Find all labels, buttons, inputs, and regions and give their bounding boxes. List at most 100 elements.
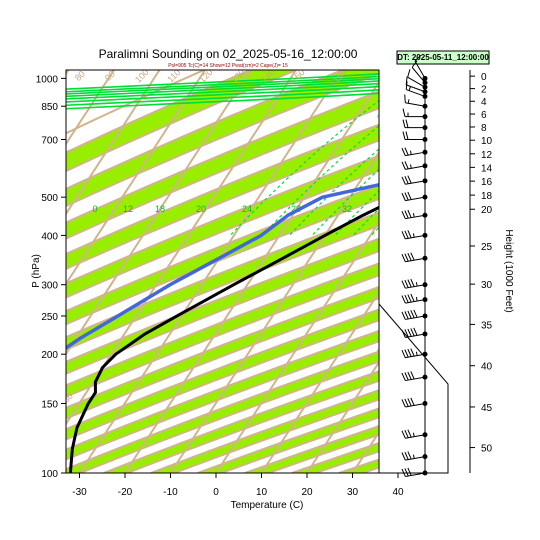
height-tick-label: 0 [481, 72, 487, 83]
isotherm-label: 0 [92, 204, 97, 214]
isotherm-line [169, 150, 379, 473]
wind-barb-staff [411, 67, 426, 84]
wind-barb-flag [405, 119, 409, 128]
isotherm-label: 18 [155, 204, 165, 214]
wind-barb-flag [401, 452, 406, 461]
dry-adiabat-line [66, 154, 379, 285]
wind-barb-flag [401, 161, 406, 170]
wind-barb-flag [407, 175, 412, 184]
wind-barb-half-flag [412, 233, 415, 238]
adiabat-label: 30 [61, 391, 75, 405]
temperature-line [68, 205, 379, 473]
wind-barb-flag [413, 309, 418, 318]
wind-barb-flag [401, 295, 406, 304]
height-tick-label: 35 [481, 320, 493, 331]
height-tick-label: 18 [481, 191, 493, 202]
y-tick-label: 700 [41, 135, 58, 146]
wind-barb-staff [405, 403, 426, 408]
dry-adiabat-line [66, 262, 379, 387]
wind-barb-flag [407, 279, 412, 288]
wind-barb-flag [407, 348, 412, 357]
adiabat-band [386, 68, 540, 473]
wind-barb-staff [405, 472, 426, 477]
height-axis-label: Height (1000 Feet) [503, 229, 514, 312]
adiabat-label: 90 [103, 69, 117, 83]
wind-barb-flag [404, 230, 409, 239]
dry-adiabat-line [66, 70, 346, 190]
wind-barb-staff [405, 315, 426, 320]
moist-adiabat-line [66, 82, 379, 100]
wind-barb-staff [406, 84, 426, 93]
wind-barb-flag [404, 451, 409, 460]
dry-adiabat-line [66, 123, 379, 256]
y-tick-label: 300 [41, 281, 58, 292]
wind-barb-staff [405, 257, 426, 263]
height-tick-label: 50 [481, 444, 493, 455]
y-tick-label: 100 [41, 469, 58, 480]
wind-barb-half-flag [412, 213, 415, 218]
y-tick-label: 250 [41, 312, 58, 323]
isotherm-line [306, 360, 379, 473]
wind-barb-flag [407, 191, 412, 200]
wind-barb-flag [404, 372, 409, 381]
wind-barb-flag [410, 293, 415, 302]
wind-barb-flag [410, 252, 415, 261]
chart-title: Paralimni Sounding on 02_2025-05-16_12:0… [99, 47, 358, 61]
height-tick-label: 25 [481, 242, 493, 253]
wind-barb-flag [410, 397, 415, 406]
isotherm-line [66, 70, 252, 356]
adiabat-label: 80 [73, 69, 87, 83]
wind-barb-flag [404, 147, 409, 156]
wind-barb-flag [401, 329, 406, 338]
height-axis: 0 24 6 8 10 12 14 16 18 20 25 30 35 40 45 50 [470, 72, 493, 455]
dry-adiabat-line [66, 107, 379, 240]
wind-barb-flag [410, 348, 415, 357]
dry-adiabat-line [386, 68, 540, 473]
wind-barb-flag [401, 176, 406, 185]
x-axis-label: Temperature (C) [231, 500, 304, 511]
adiabat-label: 10 [375, 211, 389, 225]
x-tick-label: 20 [301, 487, 313, 498]
wind-barb-staff [405, 102, 426, 107]
wind-barb-flag [401, 430, 406, 439]
wind-barb-staff [414, 60, 426, 79]
wind-barb-flag [404, 468, 409, 477]
wind-barb-flag [407, 69, 411, 78]
wind-barb-half-flag [408, 86, 411, 91]
wind-barb-staff [405, 180, 426, 185]
wind-barb-flag [404, 176, 409, 184]
wind-barb-flag [401, 311, 406, 320]
wind-barb-flag [407, 209, 412, 218]
height-tick-label: 20 [481, 205, 493, 216]
dry-adiabat-line [66, 139, 379, 270]
dry-adiabat-line [66, 183, 379, 313]
wind-barb-flag [410, 278, 415, 287]
x-tick-label: 30 [347, 487, 359, 498]
y-axis-label: P (hPa) [31, 254, 42, 288]
adiabat-label: 20 [375, 161, 389, 175]
plot-frame [65, 69, 380, 474]
wind-barb-staff [405, 456, 426, 461]
wind-barb-half-flag [415, 296, 418, 302]
mixing-ratio-line [352, 207, 379, 236]
wind-barb-staff [405, 196, 426, 202]
adiabat-label: 10 [375, 307, 389, 321]
wind-barb-flag [405, 81, 408, 90]
wind-barb-flag [411, 60, 418, 68]
wind-barb-flag [407, 451, 412, 460]
wind-barb-half-flag [407, 99, 410, 104]
wind-barb-flag [402, 131, 406, 140]
mixing-ratio-line [390, 78, 540, 235]
isotherm-line [66, 70, 161, 216]
adiabat-band [66, 91, 379, 239]
adiabat-band [66, 155, 379, 298]
wind-barb-staff [405, 299, 426, 304]
wind-barb-flag [402, 108, 406, 117]
wind-barb-flag [404, 94, 406, 103]
wind-barb-half-flag [410, 164, 412, 169]
wind-barb-flag [404, 279, 409, 288]
isotherm-labels: 0 12 18 20 24 28 32 [92, 204, 352, 214]
dry-adiabat-line [66, 169, 379, 299]
isotherm-label: 12 [123, 204, 133, 214]
isotherm-line [66, 70, 206, 286]
